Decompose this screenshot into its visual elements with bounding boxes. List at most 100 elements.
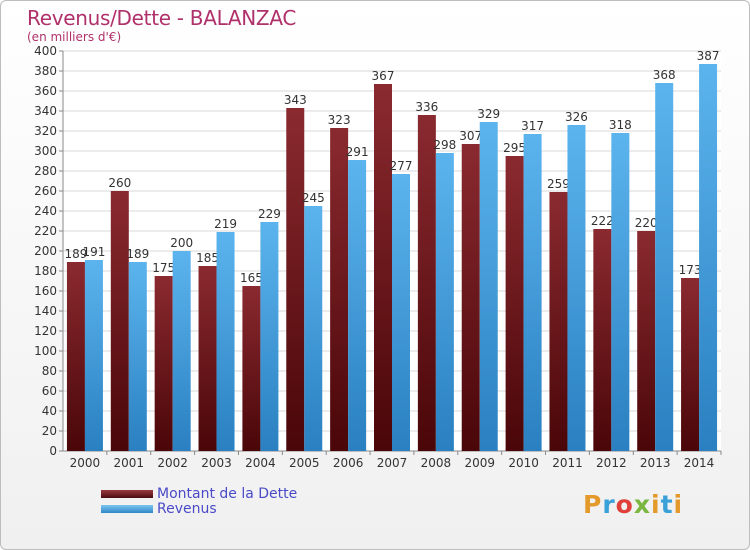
x-tick-label: 2010	[508, 456, 539, 470]
x-tick-label: 2014	[684, 456, 715, 470]
y-tick-label: 320	[34, 124, 57, 138]
bar-dette	[110, 191, 129, 451]
data-label-dette: 222	[591, 214, 614, 228]
y-tick-label: 240	[34, 204, 57, 218]
bar-dette	[242, 286, 261, 451]
data-label-dette: 260	[108, 176, 131, 190]
data-label-dette: 220	[635, 216, 658, 230]
data-label-revenus: 229	[258, 207, 281, 221]
bar-revenus	[172, 251, 191, 451]
y-tick-label: 20	[42, 424, 57, 438]
bar-dette	[330, 128, 349, 451]
x-tick-label: 2001	[114, 456, 145, 470]
x-tick-label: 2000	[70, 456, 101, 470]
y-tick-label: 0	[49, 444, 57, 458]
y-tick-label: 60	[42, 384, 57, 398]
data-label-dette: 323	[328, 113, 351, 127]
proxiti-logo: Proxiti	[583, 490, 684, 519]
data-label-revenus: 245	[302, 191, 325, 205]
data-label-revenus: 291	[346, 145, 369, 159]
x-tick-label: 2003	[201, 456, 232, 470]
legend-label-revenus: Revenus	[157, 500, 217, 517]
data-label-revenus: 189	[126, 247, 149, 261]
data-label-dette: 295	[503, 141, 526, 155]
data-label-revenus: 387	[697, 49, 720, 63]
legend: Montant de la Dette Revenus	[101, 485, 298, 517]
legend-swatch-revenus	[101, 504, 153, 513]
y-tick-label: 380	[34, 64, 57, 78]
y-tick-label: 400	[34, 44, 57, 58]
bar-dette	[198, 266, 217, 451]
y-tick-label: 280	[34, 164, 57, 178]
y-tick-label: 140	[34, 304, 57, 318]
y-tick-label: 80	[42, 364, 57, 378]
y-tick-label: 100	[34, 344, 57, 358]
y-tick-label: 120	[34, 324, 57, 338]
bar-dette	[286, 108, 305, 451]
legend-swatch-dette	[101, 489, 153, 498]
x-tick-label: 2009	[464, 456, 495, 470]
legend-item-revenus: Revenus	[101, 500, 297, 517]
bar-dette	[681, 278, 700, 451]
legend-item-dette: Montant de la Dette	[101, 485, 298, 502]
data-label-revenus: 317	[521, 119, 544, 133]
x-tick-label: 2011	[552, 456, 583, 470]
legend-label-dette: Montant de la Dette	[157, 485, 298, 502]
bar-revenus	[479, 122, 498, 451]
data-label-dette: 343	[284, 93, 307, 107]
bar-revenus	[523, 134, 542, 451]
bar-revenus	[392, 174, 410, 451]
data-label-dette: 336	[415, 100, 438, 114]
x-tick-label: 2005	[289, 456, 320, 470]
data-label-revenus: 368	[653, 68, 676, 82]
bar-dette	[637, 231, 656, 451]
y-tick-label: 200	[34, 244, 57, 258]
bar-dette	[374, 84, 392, 451]
y-tick-label: 300	[34, 144, 57, 158]
bar-dette	[66, 262, 85, 451]
chart-subtitle: (en milliers d'€)	[27, 30, 122, 44]
x-tick-label: 2004	[245, 456, 276, 470]
data-label-revenus: 219	[214, 217, 237, 231]
bar-revenus	[216, 232, 235, 451]
bar-dette	[154, 276, 173, 451]
x-tick-label: 2007	[377, 456, 408, 470]
x-tick-label: 2012	[596, 456, 627, 470]
y-tick-label: 260	[34, 184, 57, 198]
bar-revenus	[435, 153, 454, 451]
bar-dette	[505, 156, 524, 451]
data-label-revenus: 277	[390, 159, 413, 173]
bar-revenus	[260, 222, 279, 451]
data-label-dette: 307	[459, 129, 482, 143]
bar-dette	[549, 192, 568, 451]
bar-revenus	[84, 260, 103, 451]
x-tick-label: 2013	[640, 456, 671, 470]
data-label-dette: 259	[547, 177, 570, 191]
data-label-revenus: 329	[477, 107, 500, 121]
bar-dette	[593, 229, 612, 451]
data-label-dette: 165	[240, 271, 263, 285]
data-label-dette: 173	[679, 263, 702, 277]
bar-revenus	[699, 64, 718, 451]
data-label-dette: 189	[64, 247, 87, 261]
y-tick-label: 40	[42, 404, 57, 418]
data-label-revenus: 318	[609, 118, 632, 132]
bar-revenus	[348, 160, 367, 451]
data-label-dette: 185	[196, 251, 219, 265]
data-label-dette: 367	[372, 69, 395, 83]
bar-revenus	[611, 133, 630, 451]
bar-revenus	[304, 206, 323, 451]
data-label-dette: 175	[152, 261, 175, 275]
y-tick-label: 160	[34, 284, 57, 298]
y-tick-label: 180	[34, 264, 57, 278]
data-label-revenus: 200	[170, 236, 193, 250]
chart-title: Revenus/Dette - BALANZAC	[27, 6, 297, 30]
bar-dette	[461, 144, 480, 451]
x-tick-label: 2006	[333, 456, 364, 470]
bar-dette	[417, 115, 436, 451]
y-tick-label: 340	[34, 104, 57, 118]
bar-revenus	[567, 125, 586, 451]
data-label-revenus: 191	[82, 245, 105, 259]
data-label-revenus: 326	[565, 110, 588, 124]
